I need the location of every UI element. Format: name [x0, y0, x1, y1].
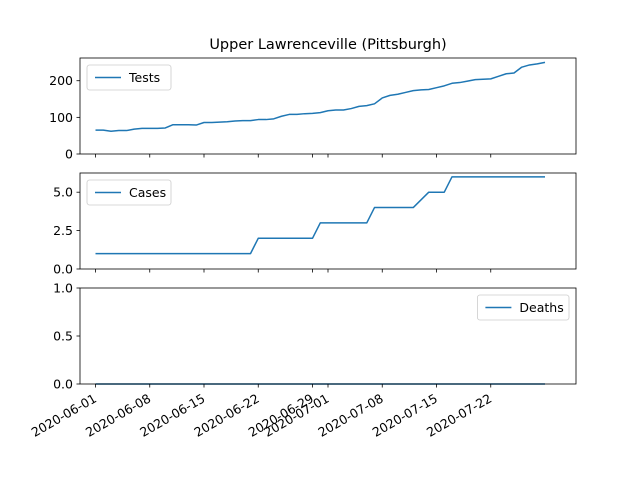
legend-box	[476, 294, 570, 321]
y-tick-label: 0.0	[53, 262, 73, 277]
y-tick-label: 2.5	[53, 223, 73, 238]
x-tick-labels: 2020-06-012020-06-082020-06-152020-06-22…	[29, 391, 495, 440]
subplot-deaths: 0.0 0.5 1.0 Deaths	[53, 281, 577, 392]
legend-label: Cases	[129, 185, 166, 200]
legend-label: Tests	[128, 70, 160, 85]
y-tick-label: 0.5	[53, 329, 73, 344]
y-tick-label: 5.0	[53, 185, 73, 200]
y-tick-label: 0	[65, 147, 73, 162]
legend-box	[86, 64, 172, 91]
legend-cases: Cases	[86, 179, 172, 206]
legend-deaths: Deaths	[476, 294, 570, 321]
axes-frame	[79, 57, 577, 155]
subplot-cases: 0.0 2.5 5.0 Cases	[53, 172, 577, 277]
legend-box	[86, 179, 172, 206]
axes-frame	[79, 287, 577, 385]
series-line-tests	[95, 61, 546, 133]
y-tick-label: 1.0	[53, 281, 73, 296]
subplot-tests: 0 100 200 Tests	[49, 57, 577, 162]
axes-frame	[79, 172, 577, 270]
legend-label: Deaths	[519, 300, 563, 315]
y-tick-label: 200	[49, 73, 73, 88]
chart-title: Upper Lawrenceville (Pittsburgh)	[209, 37, 446, 53]
series-line-cases	[95, 176, 545, 255]
y-tick-label: 0.0	[53, 377, 73, 392]
subplots: 0 100 200 Tests 0.0 2.5 5.0 Cases 0.0 0.5 1.0 Death…	[49, 57, 577, 392]
y-tick-label: 100	[49, 110, 73, 125]
legend-tests: Tests	[86, 64, 172, 91]
